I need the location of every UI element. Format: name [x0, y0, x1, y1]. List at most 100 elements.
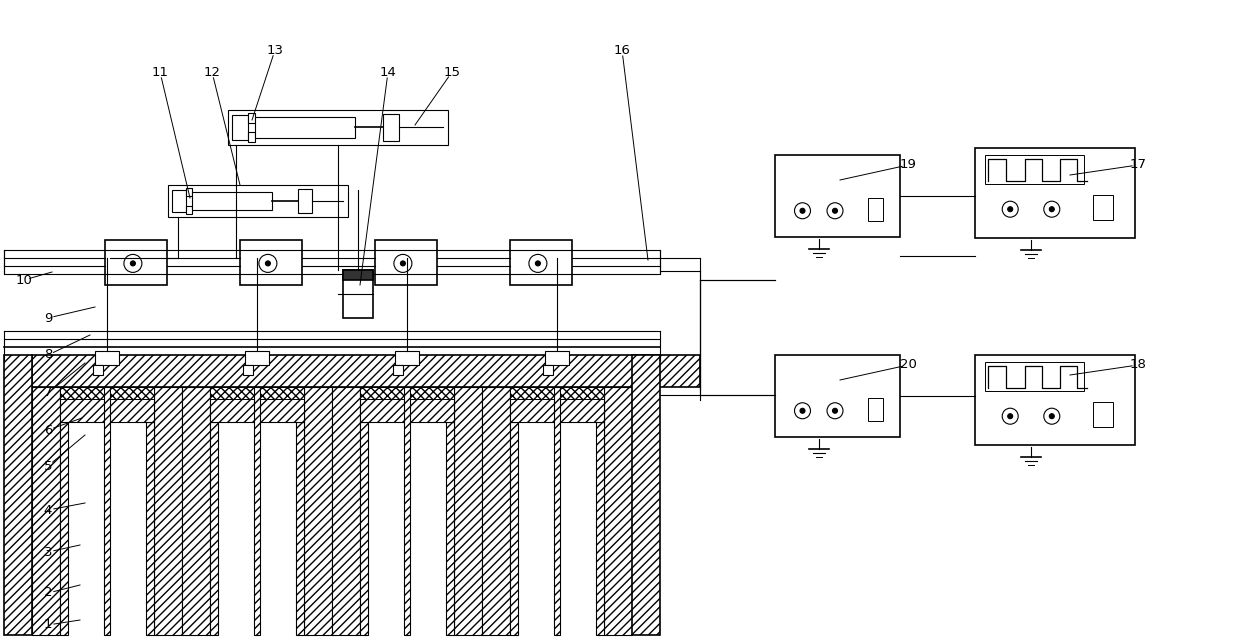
- Bar: [186, 206, 192, 214]
- Text: 16: 16: [613, 44, 631, 56]
- Bar: [4, 250, 660, 274]
- Text: 14: 14: [379, 65, 396, 79]
- Bar: [209, 422, 218, 635]
- Bar: [209, 387, 304, 422]
- Text: 4: 4: [43, 504, 52, 516]
- Bar: [375, 240, 437, 285]
- Text: 13: 13: [266, 44, 284, 56]
- Circle shape: [800, 208, 805, 213]
- Circle shape: [535, 261, 540, 266]
- Circle shape: [1049, 413, 1054, 419]
- Bar: [560, 387, 603, 399]
- Text: 18: 18: [1130, 358, 1146, 371]
- Circle shape: [1007, 413, 1012, 419]
- Text: 3: 3: [43, 545, 52, 559]
- Bar: [95, 351, 119, 365]
- Bar: [510, 240, 572, 285]
- Bar: [393, 365, 403, 375]
- Bar: [343, 270, 373, 318]
- Bar: [232, 115, 248, 140]
- Bar: [332, 387, 361, 635]
- Bar: [4, 355, 32, 635]
- Bar: [554, 387, 560, 635]
- Text: 8: 8: [43, 349, 52, 362]
- Bar: [209, 387, 254, 399]
- Bar: [110, 387, 154, 399]
- Bar: [1093, 402, 1113, 427]
- Bar: [59, 422, 68, 635]
- Text: 1: 1: [43, 618, 52, 632]
- Circle shape: [400, 261, 405, 266]
- Text: 11: 11: [151, 65, 169, 79]
- Text: 7: 7: [43, 387, 52, 399]
- Bar: [255, 117, 356, 138]
- Text: 19: 19: [900, 159, 917, 172]
- Bar: [510, 422, 518, 635]
- Bar: [985, 362, 1084, 391]
- Bar: [343, 270, 373, 280]
- Bar: [446, 422, 453, 635]
- Bar: [240, 240, 302, 285]
- Circle shape: [1049, 207, 1054, 212]
- Bar: [59, 387, 104, 399]
- Text: 6: 6: [43, 424, 52, 436]
- Bar: [975, 355, 1135, 445]
- Bar: [361, 422, 368, 635]
- Bar: [304, 387, 332, 635]
- Bar: [296, 422, 304, 635]
- Bar: [182, 387, 209, 635]
- Bar: [186, 188, 192, 196]
- Bar: [32, 355, 700, 387]
- Bar: [243, 365, 253, 375]
- Bar: [146, 422, 154, 635]
- Bar: [192, 192, 273, 210]
- Bar: [453, 387, 482, 635]
- Bar: [228, 110, 449, 145]
- Text: 12: 12: [203, 65, 221, 79]
- Circle shape: [833, 208, 838, 213]
- Bar: [410, 387, 453, 399]
- Circle shape: [1007, 207, 1012, 212]
- Circle shape: [800, 408, 805, 413]
- Bar: [383, 114, 399, 141]
- Text: 17: 17: [1130, 159, 1146, 172]
- Bar: [248, 113, 255, 123]
- Bar: [104, 387, 110, 635]
- Text: 9: 9: [43, 312, 52, 324]
- Bar: [59, 387, 154, 422]
- Bar: [169, 185, 348, 217]
- Circle shape: [265, 261, 270, 266]
- Circle shape: [833, 408, 838, 413]
- Bar: [245, 351, 269, 365]
- Bar: [510, 387, 554, 399]
- Text: 10: 10: [16, 273, 32, 287]
- Bar: [603, 387, 632, 635]
- Bar: [596, 422, 603, 635]
- Bar: [248, 132, 255, 142]
- Bar: [299, 189, 312, 213]
- Bar: [632, 355, 660, 635]
- Bar: [867, 198, 882, 221]
- Bar: [1093, 195, 1113, 220]
- Bar: [482, 387, 510, 635]
- Bar: [867, 397, 882, 420]
- Text: 2: 2: [43, 586, 52, 600]
- Bar: [985, 155, 1084, 184]
- Bar: [361, 387, 453, 422]
- Text: 15: 15: [444, 65, 461, 79]
- Bar: [172, 190, 186, 212]
- Bar: [361, 387, 404, 399]
- Bar: [545, 351, 569, 365]
- Bar: [543, 365, 553, 375]
- Bar: [32, 387, 59, 635]
- Bar: [510, 387, 603, 422]
- Text: 20: 20: [900, 358, 917, 371]
- Bar: [975, 148, 1135, 238]
- Circle shape: [130, 261, 135, 266]
- Bar: [395, 351, 419, 365]
- Bar: [260, 387, 304, 399]
- Bar: [776, 155, 900, 237]
- Text: 5: 5: [43, 460, 52, 472]
- Bar: [776, 355, 900, 437]
- Bar: [154, 387, 182, 635]
